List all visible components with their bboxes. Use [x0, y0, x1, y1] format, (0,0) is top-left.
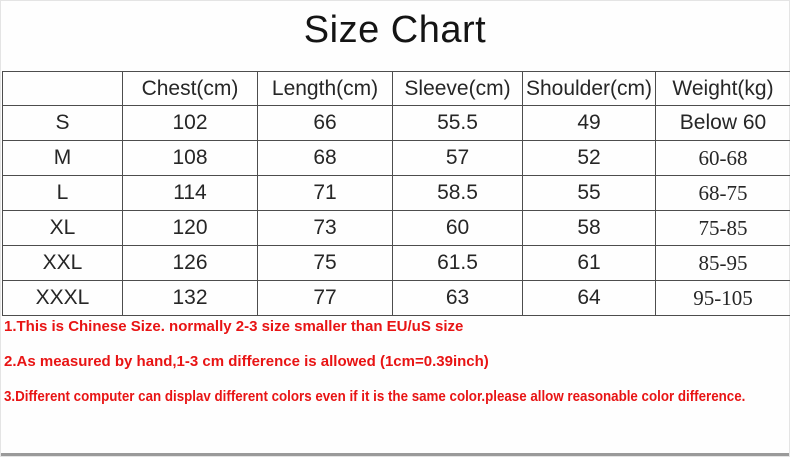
- cell-sleeve-value: 61.5: [392, 245, 523, 281]
- cell-chest-value: 102: [122, 105, 258, 141]
- cell-chest-value: 126: [122, 245, 258, 281]
- column-header-length: Length(cm): [257, 71, 393, 106]
- cell-sleeve-value: 63: [392, 280, 523, 316]
- column-header-shoulder: Shoulder(cm): [522, 71, 656, 106]
- cell-chest-value: 108: [122, 140, 258, 176]
- cell-chest-value: 120: [122, 210, 258, 246]
- cell-weight-value: 85-95: [655, 245, 790, 281]
- table-row: M 108 68 57 52 60-68: [2, 140, 790, 176]
- header-row: Chest(cm) Length(cm) Sleeve(cm) Shoulder…: [2, 71, 790, 106]
- note-hand-measurement: 2.As measured by hand,1-3 cm difference …: [4, 353, 489, 370]
- table-row: XL 120 73 60 58 75-85: [2, 210, 790, 246]
- cell-weight-value: 95-105: [655, 280, 790, 316]
- table-row: XXXL 132 77 63 64 95-105: [2, 280, 790, 316]
- cell-length-value: 68: [257, 140, 393, 176]
- table-row: S 102 66 55.5 49 Below 60: [2, 105, 790, 141]
- cell-shoulder-value: 49: [522, 105, 656, 141]
- cell-length-value: 77: [257, 280, 393, 316]
- note-chinese-size: 1.This is Chinese Size. normally 2-3 siz…: [4, 318, 464, 335]
- size-table-body: S 102 66 55.5 49 Below 60 M 108 68 57 52…: [2, 105, 790, 316]
- cell-size-label: XL: [2, 210, 123, 246]
- cell-weight-value: Below 60: [655, 105, 790, 141]
- cell-size-label: L: [2, 175, 123, 211]
- column-header-sleeve: Sleeve(cm): [392, 71, 523, 106]
- table-row: XXL 126 75 61.5 61 85-95: [2, 245, 790, 281]
- cell-length-value: 66: [257, 105, 393, 141]
- cell-chest-value: 114: [122, 175, 258, 211]
- cell-sleeve-value: 55.5: [392, 105, 523, 141]
- column-header-weight: Weight(kg): [655, 71, 790, 106]
- cell-length-value: 75: [257, 245, 393, 281]
- cell-shoulder-value: 64: [522, 280, 656, 316]
- cell-shoulder-value: 52: [522, 140, 656, 176]
- column-header-chest: Chest(cm): [122, 71, 258, 106]
- column-header-size: [2, 71, 123, 106]
- bottom-divider: [1, 453, 789, 456]
- table-header: Chest(cm) Length(cm) Sleeve(cm) Shoulder…: [2, 71, 790, 106]
- cell-size-label: M: [2, 140, 123, 176]
- cell-length-value: 71: [257, 175, 393, 211]
- size-chart-table: Chest(cm) Length(cm) Sleeve(cm) Shoulder…: [2, 71, 790, 316]
- cell-weight-value: 60-68: [655, 140, 790, 176]
- note-color-difference: 3.Different computer can displav differe…: [4, 389, 746, 405]
- cell-weight-value: 68-75: [655, 175, 790, 211]
- cell-weight-value: 75-85: [655, 210, 790, 246]
- page-title: Size Chart: [303, 9, 487, 51]
- cell-sleeve-value: 57: [392, 140, 523, 176]
- cell-shoulder-value: 58: [522, 210, 656, 246]
- cell-chest-value: 132: [122, 280, 258, 316]
- cell-size-label: XXXL: [2, 280, 123, 316]
- cell-size-label: S: [2, 105, 123, 141]
- cell-shoulder-value: 55: [522, 175, 656, 211]
- cell-sleeve-value: 58.5: [392, 175, 523, 211]
- cell-size-label: XXL: [2, 245, 123, 281]
- cell-length-value: 73: [257, 210, 393, 246]
- cell-shoulder-value: 61: [522, 245, 656, 281]
- table-row: L 114 71 58.5 55 68-75: [2, 175, 790, 211]
- cell-sleeve-value: 60: [392, 210, 523, 246]
